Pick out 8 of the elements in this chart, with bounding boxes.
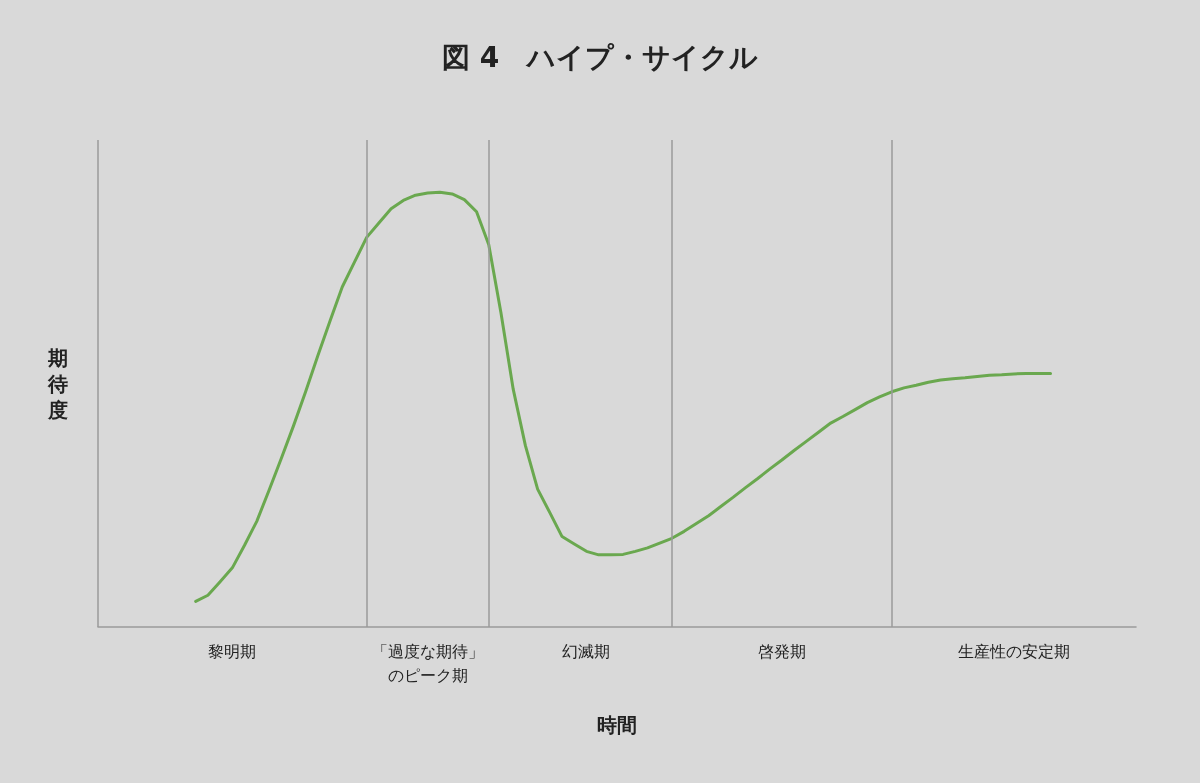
x-tick-label: 生産性の安定期 [957,641,1070,661]
x-tick-label: 「過度な期待」のピーク期 [371,641,484,685]
y-axis-title: 期待度 [47,345,68,422]
x-tick-label: 幻滅期 [562,641,611,661]
x-axis-title: 時間 [597,713,637,737]
x-tick-label: 啓発期 [757,641,806,661]
chart-title: 図 4 ハイプ・サイクル [441,40,759,74]
x-tick-label: 黎明期 [208,641,257,661]
